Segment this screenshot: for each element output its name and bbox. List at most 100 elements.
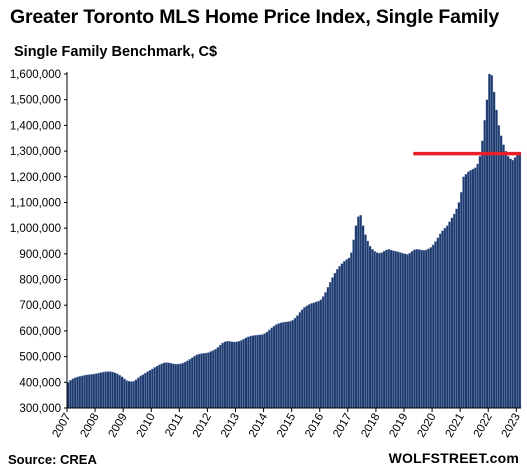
bar <box>483 120 487 409</box>
bar <box>251 335 255 409</box>
bar <box>125 380 129 409</box>
bar <box>359 215 363 409</box>
bar <box>314 301 318 409</box>
bar <box>455 208 458 409</box>
y-tick-label: 500,000 <box>19 352 61 364</box>
bar <box>179 363 182 409</box>
bar <box>331 277 334 409</box>
y-tick-label: 800,000 <box>19 275 61 287</box>
bar <box>282 322 285 409</box>
bar <box>204 352 208 409</box>
bar <box>361 225 365 409</box>
bar <box>450 217 454 409</box>
x-tick-label: 2010 <box>135 412 158 440</box>
bar <box>399 252 402 409</box>
bar <box>296 315 299 409</box>
bar <box>104 371 107 409</box>
bar <box>134 379 138 409</box>
y-tick-label: 1,100,000 <box>10 197 61 209</box>
bar <box>298 312 302 409</box>
bar <box>504 150 508 409</box>
x-tick-label: 2011 <box>163 412 186 439</box>
bar <box>303 307 306 409</box>
bar <box>153 367 157 409</box>
bar <box>509 158 512 409</box>
x-tick-label: 2016 <box>303 412 326 440</box>
bar <box>195 354 199 409</box>
bar <box>115 373 119 409</box>
bar <box>144 372 147 409</box>
bar <box>172 363 175 409</box>
bar <box>97 372 100 409</box>
bar <box>268 329 271 409</box>
bar <box>139 375 143 409</box>
bar <box>202 353 206 409</box>
bar <box>413 249 416 409</box>
y-axis: 300,000 400,000 500,000 600,000 700,000 800,0… <box>10 69 68 415</box>
bar <box>160 363 164 409</box>
bar <box>225 341 229 409</box>
bar <box>284 321 288 409</box>
bar <box>443 227 447 409</box>
bar <box>265 331 269 409</box>
x-tick-label: 2018 <box>359 412 382 440</box>
y-tick-label: 1,200,000 <box>10 172 61 184</box>
bar <box>300 309 304 409</box>
y-tick-label: 1,500,000 <box>10 95 61 107</box>
bar <box>127 381 131 409</box>
bar <box>235 341 239 409</box>
bar <box>464 174 468 409</box>
bar <box>502 144 505 409</box>
bar <box>469 170 473 409</box>
bar <box>83 375 86 409</box>
bar <box>218 344 222 409</box>
bar <box>200 353 203 409</box>
bar <box>434 241 437 409</box>
x-axis: 2007 2008 2009 2010 2011 2012 2013 2014 2015 2016… <box>50 407 523 440</box>
bar <box>436 237 440 409</box>
bar <box>197 353 201 409</box>
bar <box>69 380 72 409</box>
bar <box>326 287 330 409</box>
bar <box>80 375 84 409</box>
y-tick-label: 600,000 <box>19 326 61 338</box>
bar <box>368 245 372 409</box>
bar <box>420 249 423 409</box>
bar <box>338 266 341 409</box>
bar <box>347 257 351 409</box>
bar <box>333 272 337 409</box>
bar <box>249 335 253 409</box>
bar <box>499 135 503 409</box>
x-tick-label: 2020 <box>415 412 438 440</box>
bar <box>516 154 519 409</box>
bar <box>335 269 339 409</box>
bar <box>244 337 248 409</box>
bar <box>492 91 496 409</box>
y-tick-label: 900,000 <box>19 249 61 261</box>
bar <box>328 281 332 409</box>
bar <box>113 372 117 409</box>
y-tick-label: 1,400,000 <box>10 120 61 132</box>
bar <box>357 216 360 409</box>
bar <box>111 371 114 409</box>
bar <box>371 249 374 409</box>
bar <box>211 350 215 409</box>
bar <box>221 342 224 409</box>
bar <box>471 168 475 409</box>
bar <box>378 252 381 409</box>
x-tick-label: 2014 <box>247 411 270 440</box>
bar <box>118 374 121 409</box>
bar <box>305 305 309 409</box>
bar <box>137 377 140 409</box>
bar <box>364 234 367 409</box>
bar <box>513 157 517 409</box>
bar <box>310 303 313 409</box>
bar <box>181 362 185 409</box>
bar <box>497 125 501 409</box>
bar <box>237 341 241 409</box>
bar <box>289 320 292 409</box>
y-tick-label: 1,300,000 <box>10 146 61 158</box>
bar <box>488 73 491 409</box>
bar <box>73 377 77 409</box>
